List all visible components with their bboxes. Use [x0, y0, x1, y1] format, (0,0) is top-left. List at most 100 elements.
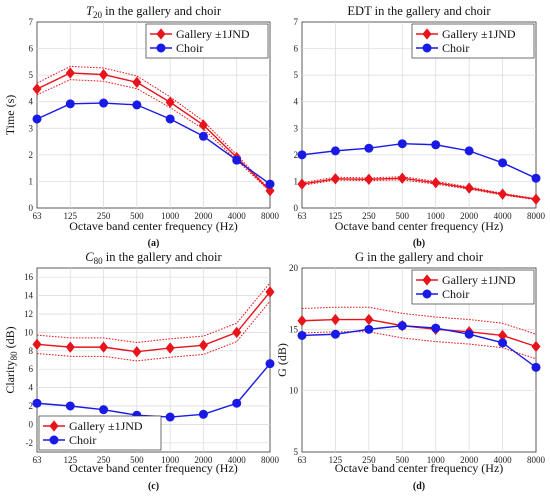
panel-label: (c) — [148, 481, 159, 492]
gallery-point — [32, 338, 42, 351]
y-tick-label: 5 — [29, 70, 34, 80]
y-axis-label: Time (s) — [3, 95, 17, 136]
x-tick-label: 125 — [64, 455, 78, 465]
gallery-point — [397, 172, 407, 184]
x-tick-label: 250 — [362, 211, 376, 221]
y-tick-label: 4 — [29, 97, 34, 107]
legend-diamond-marker — [422, 28, 432, 40]
x-tick-label: 125 — [329, 455, 343, 465]
legend-entry-gallery: Gallery ±1JND — [442, 273, 516, 287]
x-tick-label: 63 — [33, 455, 43, 465]
chart-panel-3: 63 125 250 500 1000 2000 4000 8000 -2 0 2 4 6 8 10 12 14… — [3, 250, 280, 492]
y-tick-label: 4 — [29, 383, 34, 393]
gallery-point — [265, 286, 275, 298]
x-tick-label: 2000 — [460, 211, 479, 221]
gallery-series-line — [36, 291, 271, 353]
choir-point — [531, 173, 541, 183]
choir-point — [99, 98, 109, 108]
x-tick-label: 500 — [130, 211, 144, 221]
x-tick-label: 8000 — [261, 211, 280, 221]
choir-point — [297, 150, 307, 160]
chart-title: G in the gallery and choir — [355, 250, 484, 264]
y-axis-label: Clarity80 (dB) — [3, 326, 19, 393]
choir-point — [265, 179, 275, 189]
legend-entry-choir: Choir — [442, 41, 469, 55]
legend-diamond-marker — [156, 28, 166, 40]
x-axis-label: Octave band center frequency (Hz) — [335, 461, 504, 475]
panel-label: (d) — [413, 481, 425, 492]
gallery-point — [132, 346, 142, 358]
x-tick-label: 125 — [329, 211, 343, 221]
chart-title-rest: in the gallery and choir — [103, 250, 223, 264]
legend-diamond-marker — [49, 420, 59, 432]
x-axis-label: Octave band center frequency (Hz) — [335, 219, 504, 233]
y-tick-label: 10 — [289, 386, 299, 396]
chart-panel-2: 63 125 250 500 1000 2000 4000 8000 0 1 2 3 4 5 6 7 EDT i… — [294, 4, 546, 249]
x-axis-label: Octave band center frequency (Hz) — [69, 461, 238, 475]
y-tick-label: 6 — [294, 44, 299, 54]
x-tick-label: 1000 — [427, 211, 446, 221]
choir-point — [198, 409, 208, 419]
choir-point — [431, 140, 441, 150]
choir-point — [32, 398, 42, 408]
y-tick-label: 1 — [29, 176, 34, 186]
y-tick-label: 6 — [29, 364, 34, 374]
gallery-point — [364, 173, 374, 185]
gallery-point — [297, 178, 307, 190]
y-axis-label: G (dB) — [275, 343, 289, 377]
x-tick-label: 125 — [64, 211, 78, 221]
choir-point — [330, 146, 340, 156]
y-tick-label: 10 — [24, 327, 34, 337]
panel-label: (b) — [413, 238, 425, 249]
legend-entry-gallery: Gallery ±1JND — [176, 27, 250, 41]
y-tick-label: 8 — [29, 346, 34, 356]
chart-title: T20 in the gallery and choir — [86, 4, 222, 20]
choir-series-line — [301, 324, 537, 368]
choir-point — [364, 324, 374, 334]
y-tick-label: 20 — [289, 263, 299, 273]
x-tick-label: 4000 — [494, 455, 513, 465]
jnd-band-upper-line — [36, 65, 271, 191]
x-tick-label: 2000 — [194, 211, 213, 221]
gallery-point — [498, 188, 508, 200]
y-tick-label: 3 — [294, 123, 299, 133]
choir-point — [330, 329, 340, 339]
gallery-point — [99, 68, 109, 81]
choir-point — [265, 359, 275, 369]
x-tick-label: 63 — [298, 211, 308, 221]
choir-point — [464, 329, 474, 339]
y-tick-label: 0 — [29, 203, 34, 213]
gallery-point — [65, 341, 75, 353]
x-tick-label: 2000 — [460, 455, 479, 465]
y-tick-label: 6 — [29, 44, 34, 54]
x-tick-label: 63 — [298, 455, 308, 465]
choir-point — [165, 412, 175, 422]
y-tick-label: 2 — [29, 401, 34, 411]
x-tick-label: 1000 — [161, 455, 180, 465]
legend-box — [411, 269, 535, 305]
gallery-series-line — [36, 72, 271, 192]
panel-label: (a) — [148, 238, 160, 249]
choir-point — [498, 158, 508, 168]
choir-point — [99, 405, 109, 415]
x-tick-label: 1000 — [427, 455, 446, 465]
gallery-point — [330, 313, 340, 326]
y-tick-label: 7 — [29, 17, 34, 27]
choir-point — [431, 323, 441, 333]
legend-box — [145, 23, 269, 59]
y-tick-label: 7 — [294, 17, 299, 27]
jnd-band-lower-line — [36, 300, 271, 362]
gallery-point — [132, 76, 142, 88]
chart-title-main: T — [86, 4, 94, 18]
y-tick-label: 5 — [294, 70, 299, 80]
choir-series-line — [301, 142, 537, 179]
legend-entry-gallery: Gallery ±1JND — [442, 27, 516, 41]
y-label-rest: (dB) — [3, 326, 17, 351]
y-tick-label: 2 — [29, 150, 34, 160]
chart-title-rest: in the gallery and choir — [102, 4, 222, 18]
y-tick-label: 5 — [294, 447, 299, 457]
chart-panel-1: 63 125 250 500 1000 2000 4000 8000 0 1 2 3 4 5 6 7 T20 i… — [3, 4, 280, 249]
